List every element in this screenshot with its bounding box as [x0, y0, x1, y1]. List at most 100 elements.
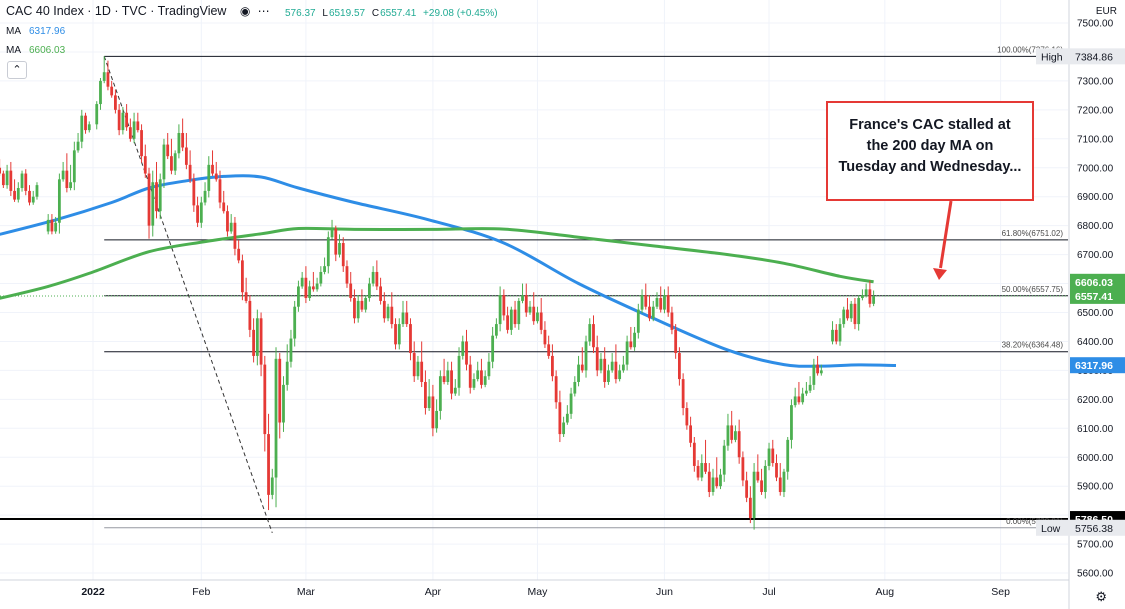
candle-down — [140, 124, 143, 163]
candle-body — [102, 72, 106, 81]
candle-body — [424, 381, 427, 409]
candle-body — [72, 150, 76, 183]
candle-body — [46, 219, 50, 232]
candle-up — [719, 468, 722, 490]
candle-body — [65, 170, 69, 189]
candle-body — [864, 289, 868, 296]
candle-body — [782, 471, 786, 492]
candle-body — [431, 396, 435, 429]
candle-body — [562, 422, 566, 435]
candle-body — [308, 286, 312, 299]
candle-body — [427, 396, 431, 409]
candle-body — [267, 434, 270, 495]
candle-body — [621, 364, 625, 371]
candle-body — [711, 477, 715, 492]
candle-body — [775, 463, 778, 478]
candle-down — [263, 355, 267, 452]
candle-down — [465, 329, 468, 371]
ma-50-value: 6317.96 — [29, 26, 66, 37]
candle-down — [480, 358, 483, 389]
candle-body — [99, 80, 102, 105]
candle-up — [102, 56, 106, 84]
candle-body — [629, 341, 633, 348]
candle-up — [618, 364, 622, 382]
candle-body — [722, 445, 726, 475]
candle-up — [621, 355, 625, 373]
candle-body — [356, 300, 360, 319]
candle-body — [248, 300, 252, 330]
price-tick-label: 6500.00 — [1077, 308, 1114, 319]
candle-up — [633, 326, 636, 351]
chevron-up-icon[interactable]: ⌃ — [7, 61, 27, 79]
candle-body — [16, 188, 20, 200]
candle-body — [801, 393, 805, 403]
candle-body — [166, 144, 170, 157]
time-axis[interactable]: 2022 Feb Mar Apr May Jun Jul Aug Sep — [81, 586, 1010, 598]
candle-up — [842, 306, 846, 328]
candle-body — [472, 379, 476, 388]
candle-down — [65, 153, 69, 193]
candle-body — [741, 457, 745, 481]
candle-body — [211, 164, 214, 174]
ma-50-label: MA — [6, 26, 21, 37]
candle-down — [412, 341, 416, 382]
candle-body — [35, 185, 39, 197]
candle-down — [237, 240, 241, 264]
candle-down — [181, 118, 185, 152]
candle-up — [651, 300, 655, 322]
candle-up — [610, 353, 614, 373]
candle-down — [689, 416, 692, 448]
candle-up — [173, 150, 177, 175]
candle-body — [278, 358, 282, 423]
more-icon[interactable]: ⋯ — [257, 4, 270, 18]
candle-down — [248, 295, 252, 338]
ma-50-legend[interactable]: MA 6317.96 — [6, 26, 65, 37]
candle-down — [252, 318, 256, 363]
candle-body — [289, 338, 293, 362]
candle-down — [741, 451, 745, 487]
candle-body — [184, 147, 188, 165]
price-axis[interactable]: 5600.005700.005800.005900.006000.006100.… — [1036, 19, 1125, 580]
candle-up — [722, 439, 726, 482]
candle-up — [446, 361, 450, 385]
fib-level-label: 38.20%(6364.48) — [1002, 341, 1064, 350]
candle-up — [491, 326, 495, 369]
price-tag-side-label: High — [1041, 51, 1063, 63]
candle-down — [155, 161, 158, 219]
candle-down — [147, 167, 151, 239]
candle-down — [670, 306, 674, 335]
candle-body — [767, 448, 771, 466]
candle-up — [700, 454, 704, 482]
candle-body — [677, 353, 681, 380]
candle-up — [625, 335, 629, 371]
candle-up — [472, 373, 476, 391]
candle-body — [599, 358, 603, 371]
candle-down — [696, 460, 700, 481]
gear-icon[interactable]: ⚙ — [1095, 589, 1107, 604]
eye-icon[interactable]: ◉ — [239, 4, 251, 18]
candle-body — [196, 205, 199, 223]
time-tick-label: Aug — [875, 586, 894, 598]
candle-body — [367, 283, 371, 299]
candle-body — [461, 341, 465, 356]
candle-up — [121, 106, 125, 135]
candle-up — [289, 329, 293, 368]
candle-up — [864, 283, 868, 298]
candle-down — [394, 318, 397, 350]
ma-200-legend[interactable]: MA 6606.03 — [6, 45, 65, 56]
candle-body — [128, 127, 132, 139]
candle-body — [659, 298, 663, 310]
candle-body — [692, 442, 696, 466]
candle-body — [547, 344, 551, 356]
currency-label[interactable]: EUR — [1095, 6, 1117, 17]
price-tag: 6317.96 — [1070, 357, 1125, 374]
annotation-callout: France's CAC stalled at the 200 day MA o… — [826, 101, 1034, 201]
symbol-title[interactable]: CAC 40 Index · 1D · TVC · TradingView — [6, 4, 227, 18]
callout-line-2: the 200 day MA on — [866, 138, 994, 154]
candle-body — [54, 222, 58, 232]
candle-body — [551, 355, 554, 377]
candle-down — [341, 237, 345, 272]
candle-body — [214, 173, 218, 180]
candle-body — [700, 463, 704, 478]
